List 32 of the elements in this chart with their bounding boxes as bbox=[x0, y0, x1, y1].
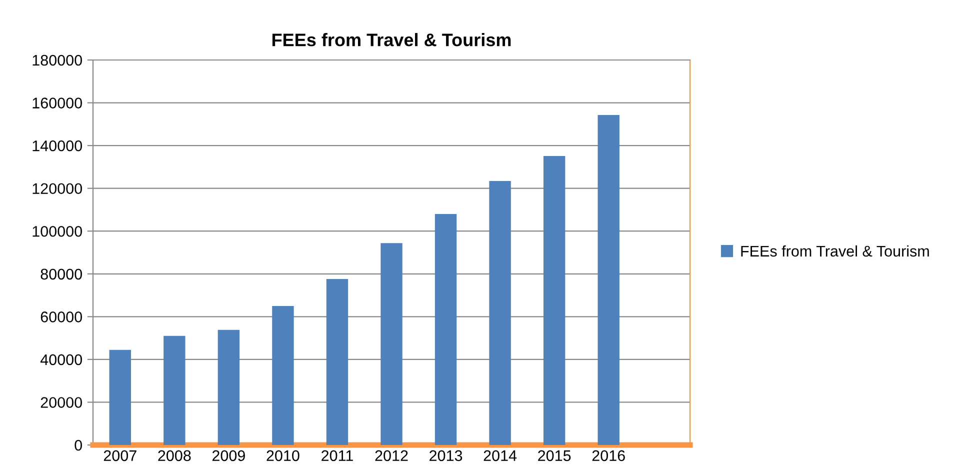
bar bbox=[326, 279, 348, 445]
bar bbox=[272, 306, 294, 445]
legend-label: FEEs from Travel & Tourism bbox=[741, 245, 929, 257]
x-tick-label: 2011 bbox=[322, 450, 353, 462]
bar bbox=[380, 243, 402, 445]
x-tick-label: 2012 bbox=[375, 450, 408, 462]
y-tick-label: 60000 bbox=[40, 312, 82, 322]
bar bbox=[598, 114, 620, 445]
y-tick-label: 20000 bbox=[40, 397, 82, 408]
y-tick-label: 100000 bbox=[32, 226, 82, 237]
y-tick-label: 0 bbox=[74, 440, 82, 451]
bar bbox=[543, 156, 566, 445]
x-tick-label: 2008 bbox=[158, 450, 191, 462]
x-tick-label: 2010 bbox=[266, 450, 300, 462]
bar bbox=[489, 181, 511, 445]
x-tick-label: 2009 bbox=[212, 450, 245, 462]
x-tick-label: 2014 bbox=[484, 450, 517, 462]
x-tick-label: 2016 bbox=[592, 450, 625, 462]
y-tick-label: 80000 bbox=[40, 268, 82, 280]
bar bbox=[164, 336, 186, 445]
y-tick-label: 160000 bbox=[32, 98, 82, 108]
bar bbox=[218, 330, 240, 445]
x-tick-label: 2007 bbox=[104, 450, 136, 462]
y-tick-label: 120000 bbox=[32, 183, 82, 194]
y-tick-label: 180000 bbox=[32, 54, 82, 66]
bar bbox=[434, 214, 457, 445]
chart-title: FEEs from Travel & Tourism bbox=[272, 33, 511, 46]
y-tick-label: 40000 bbox=[40, 354, 82, 366]
x-tick-label: 2013 bbox=[430, 450, 462, 462]
bar bbox=[109, 350, 131, 445]
x-tick-label: 2015 bbox=[538, 450, 571, 462]
y-tick-label: 140000 bbox=[32, 140, 82, 152]
